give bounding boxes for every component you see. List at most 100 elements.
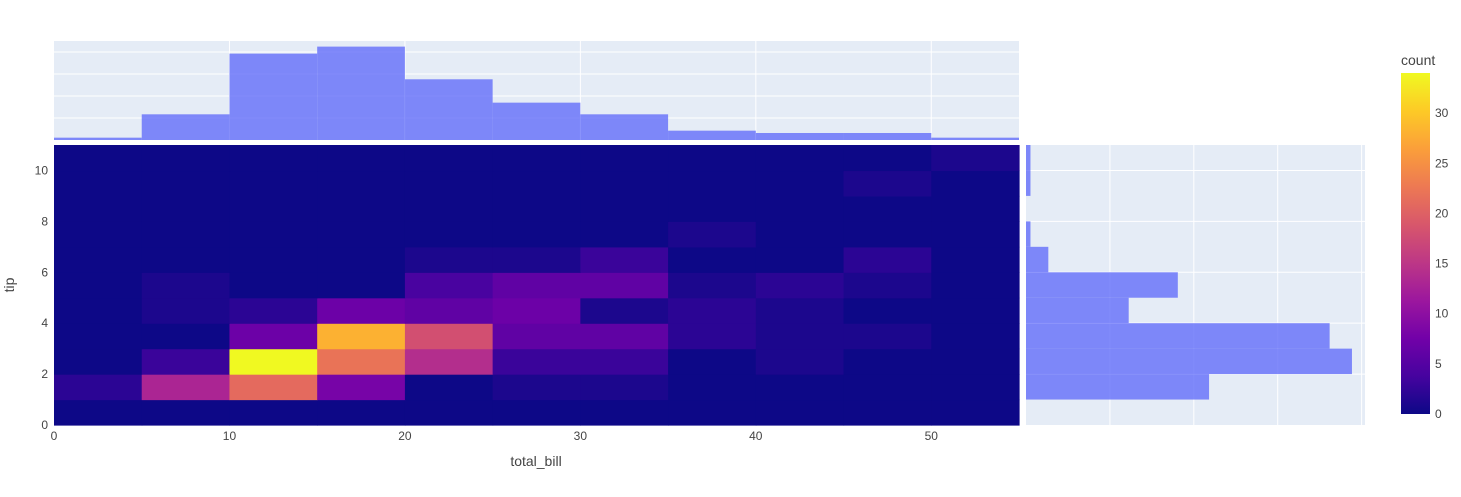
colorbar-tick-label: 25 bbox=[1435, 156, 1449, 170]
heatmap-cell bbox=[229, 195, 318, 222]
heatmap-cell bbox=[317, 348, 406, 375]
colorbar-tick-label: 10 bbox=[1435, 307, 1449, 321]
right-marginal-bar bbox=[1026, 374, 1210, 400]
x-tick-label: 50 bbox=[925, 429, 939, 443]
y-axis-ticks: 0 2 4 6 8 10 bbox=[35, 163, 49, 432]
heatmap-cell bbox=[141, 297, 231, 324]
colorbar-ticks: 0 5 10 15 20 25 30 bbox=[1435, 106, 1449, 421]
heatmap-cell bbox=[492, 195, 581, 222]
top-marginal-bar bbox=[54, 137, 142, 140]
heatmap-cell bbox=[843, 170, 932, 197]
heatmap-cell bbox=[931, 246, 1020, 273]
top-marginal-bar bbox=[229, 53, 318, 140]
heatmap-cell bbox=[668, 399, 757, 426]
heatmap-cell bbox=[755, 374, 845, 401]
heatmap-cell bbox=[668, 221, 757, 248]
heatmap-cell bbox=[755, 221, 845, 248]
x-tick-label: 30 bbox=[574, 429, 588, 443]
heatmap-cell bbox=[668, 170, 757, 197]
heatmap-cell bbox=[141, 272, 231, 299]
heatmap-cell bbox=[931, 221, 1020, 248]
heatmap-cell bbox=[580, 195, 669, 222]
heatmap-cell bbox=[843, 374, 932, 401]
heatmap-cell bbox=[668, 374, 757, 401]
heatmap-cell bbox=[843, 348, 932, 375]
x-tick-label: 40 bbox=[749, 429, 763, 443]
top-marginal-bar bbox=[404, 79, 493, 140]
top-marginal-bar bbox=[492, 102, 581, 140]
heatmap-cell bbox=[229, 399, 318, 426]
heatmap-cell bbox=[141, 374, 231, 401]
heatmap-cell bbox=[668, 348, 757, 375]
top-marginal-bar bbox=[141, 114, 230, 140]
heatmap-cell bbox=[54, 272, 143, 299]
heatmap-cell bbox=[404, 272, 494, 299]
top-marginal-bars bbox=[54, 46, 1019, 140]
heatmap-cell bbox=[931, 399, 1020, 426]
heatmap-cell bbox=[580, 272, 669, 299]
heatmap-cell bbox=[755, 348, 845, 375]
heatmap-cell bbox=[229, 246, 318, 273]
heatmap-cell bbox=[755, 195, 845, 222]
heatmap-cell bbox=[317, 221, 406, 248]
right-marginal-bar bbox=[1026, 221, 1031, 247]
heatmap-cell bbox=[229, 297, 318, 324]
heatmap-cell bbox=[404, 399, 494, 426]
heatmap-cell bbox=[843, 323, 932, 350]
heatmap-cell bbox=[54, 348, 143, 375]
x-axis-title: total_bill bbox=[510, 453, 561, 469]
right-marginal-bar bbox=[1026, 323, 1330, 349]
right-marginal-histogram bbox=[1026, 145, 1365, 425]
heatmap-cell bbox=[931, 323, 1020, 350]
colorbar: count 0 5 10 15 20 25 30 bbox=[1401, 52, 1449, 421]
heatmap-cell bbox=[404, 246, 494, 273]
heatmap-cell bbox=[580, 246, 669, 273]
main-heatmap: 0 10 20 30 40 50 0 2 4 6 8 10 total_bill tip bbox=[1, 145, 1020, 469]
heatmap-cell bbox=[317, 145, 406, 172]
heatmap-cell bbox=[317, 323, 406, 350]
heatmap-cell bbox=[843, 246, 932, 273]
x-tick-label: 20 bbox=[398, 429, 412, 443]
x-tick-label: 0 bbox=[51, 429, 58, 443]
colorbar-tick-label: 5 bbox=[1435, 357, 1442, 371]
heatmap-cell bbox=[931, 145, 1020, 172]
heatmap-cell bbox=[229, 145, 318, 172]
right-marginal-bar bbox=[1026, 246, 1049, 273]
top-marginal-bar bbox=[843, 132, 932, 140]
heatmap-cell bbox=[668, 195, 757, 222]
right-marginal-grid bbox=[1026, 145, 1365, 425]
heatmap-cell bbox=[54, 399, 143, 426]
colorbar-title: count bbox=[1401, 52, 1435, 68]
right-marginal-bar bbox=[1026, 348, 1352, 375]
heatmap-cell bbox=[580, 374, 669, 401]
heatmap-cell bbox=[492, 170, 581, 197]
heatmap-cell bbox=[755, 170, 845, 197]
heatmap-cell bbox=[229, 374, 318, 401]
heatmap-cell bbox=[54, 170, 143, 197]
heatmap-cell bbox=[229, 348, 318, 375]
heatmap-cell bbox=[843, 399, 932, 426]
heatmap-cell bbox=[317, 246, 406, 273]
right-marginal-bar bbox=[1026, 297, 1129, 324]
heatmap-cell bbox=[54, 195, 143, 222]
top-marginal-bar bbox=[317, 46, 405, 140]
heatmap-cell bbox=[404, 348, 494, 375]
y-tick-label: 4 bbox=[41, 316, 48, 330]
heatmap-cell bbox=[492, 145, 581, 172]
heatmap-cell bbox=[492, 348, 581, 375]
heatmap-cell bbox=[492, 374, 581, 401]
x-tick-label: 10 bbox=[223, 429, 237, 443]
heatmap-cell bbox=[229, 221, 318, 248]
heatmap-cell bbox=[931, 272, 1020, 299]
heatmap-cell bbox=[404, 170, 494, 197]
heatmap-cell bbox=[317, 374, 406, 401]
y-tick-label: 10 bbox=[35, 163, 49, 177]
top-marginal-bar bbox=[580, 114, 669, 140]
heatmap-cell bbox=[54, 145, 143, 172]
heatmap-cell bbox=[668, 323, 757, 350]
heatmap-cell bbox=[317, 272, 406, 299]
x-axis-ticks: 0 10 20 30 40 50 bbox=[51, 429, 939, 443]
heatmap-cell bbox=[580, 297, 669, 324]
heatmap-cell bbox=[141, 246, 231, 273]
heatmap-cell bbox=[404, 145, 494, 172]
